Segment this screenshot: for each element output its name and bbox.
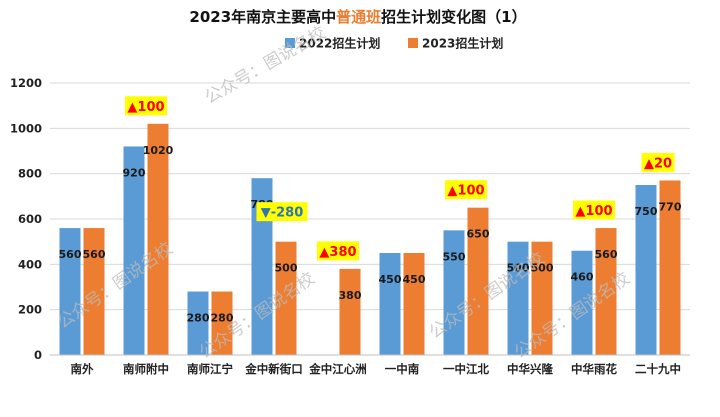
bar-2022 — [571, 250, 593, 355]
bar-2022 — [443, 230, 465, 355]
change-annotation-box — [573, 200, 615, 220]
title-suffix: 招生计划变化图（1） — [381, 8, 526, 26]
data-label: 280 — [187, 312, 210, 325]
category-label: 一中江北 — [443, 362, 489, 376]
category-label: 二十九中 — [635, 362, 681, 376]
category-label: 中华雨花 — [571, 362, 617, 376]
bar-2023 — [659, 180, 681, 355]
legend-label-1: 2022招生计划 — [299, 36, 380, 51]
data-label: 450 — [379, 273, 402, 286]
bar-2023 — [275, 241, 297, 355]
category-label: 南师附中 — [123, 362, 169, 376]
data-label: 750 — [635, 205, 658, 218]
bar-2022 — [635, 185, 657, 355]
data-label: 280 — [211, 312, 234, 325]
bar-2023 — [147, 123, 169, 355]
category-label: 一中南 — [385, 362, 420, 376]
data-label: 560 — [595, 248, 618, 261]
y-tick-label: 1000 — [10, 121, 42, 135]
change-annotation-box — [445, 180, 487, 200]
data-label: 1020 — [143, 144, 174, 157]
legend-swatch-2 — [408, 38, 418, 48]
data-label: 650 — [467, 228, 490, 241]
change-annotation-box — [256, 202, 308, 222]
data-label: 500 — [275, 262, 298, 275]
bar-2022 — [379, 253, 401, 355]
data-label: 560 — [59, 248, 82, 261]
data-label: 450 — [403, 273, 426, 286]
y-tick-label: 400 — [18, 257, 42, 271]
data-label: 500 — [531, 262, 554, 275]
category-label: 南外 — [71, 362, 94, 376]
y-tick-label: 200 — [18, 303, 42, 317]
y-axis: 0 200 400 600 800 1000 1200 — [10, 76, 42, 362]
change-annotation-text: ▲100 — [447, 184, 484, 199]
bar-2022 — [187, 291, 209, 355]
change-annotations-group: ▲100 ▼-280 ▲380 ▲100 ▲100 ▲20 — [125, 96, 675, 261]
data-label: 460 — [571, 271, 594, 284]
bar-2022 — [59, 228, 81, 355]
bars-group — [59, 123, 681, 355]
y-tick-label: 600 — [18, 212, 42, 226]
legend: 2022招生计划 2023招生计划 — [285, 36, 503, 51]
change-annotation-text: ▲380 — [319, 245, 356, 260]
legend-label-2: 2023招生计划 — [422, 36, 503, 51]
change-annotation-text: ▲100 — [127, 100, 164, 115]
bar-2023 — [467, 207, 489, 355]
bar-2023 — [595, 228, 617, 355]
y-tick-label: 800 — [18, 167, 42, 181]
bar-2023 — [83, 228, 105, 355]
category-label: 南师江宁 — [187, 362, 233, 376]
bar-2023 — [531, 241, 553, 355]
change-annotation-text: ▲100 — [575, 204, 612, 219]
chart-title: 2023年南京主要高中普通班招生计划变化图（1） — [189, 8, 526, 26]
data-label: 500 — [507, 262, 530, 275]
bar-2023 — [211, 291, 233, 355]
change-annotation-box — [641, 152, 675, 172]
change-annotation-text: ▼-280 — [261, 206, 304, 221]
data-label: 380 — [339, 289, 362, 302]
bar-2022 — [507, 241, 529, 355]
data-label: 770 — [659, 200, 682, 213]
change-annotation-text: ▲20 — [644, 156, 672, 171]
bar-2022 — [123, 146, 145, 355]
data-label: 560 — [83, 248, 106, 261]
title-highlight: 普通班 — [336, 8, 381, 26]
y-tick-label: 1200 — [10, 76, 42, 90]
bar-2023 — [339, 268, 361, 355]
change-annotation-box — [317, 241, 359, 261]
category-label: 金中新街口 — [244, 362, 303, 376]
category-label: 中华兴隆 — [507, 362, 553, 376]
category-label: 金中江心洲 — [308, 362, 367, 376]
value-labels-group: 5605609201020280280780500380450450550650… — [59, 144, 682, 325]
x-axis: 南外 南师附中 南师江宁 金中新街口 金中江心洲 一中南 一中江北 中华兴隆 中华雨花 二十九中 — [50, 354, 690, 376]
y-tick-label: 0 — [34, 348, 42, 362]
data-label: 920 — [123, 166, 146, 179]
legend-swatch-1 — [285, 38, 295, 48]
bar-2022 — [251, 178, 273, 355]
title-prefix: 2023年南京主要高中 — [189, 8, 336, 26]
bar-2023 — [403, 253, 425, 355]
change-annotation-box — [125, 96, 167, 116]
data-label: 550 — [443, 250, 466, 263]
